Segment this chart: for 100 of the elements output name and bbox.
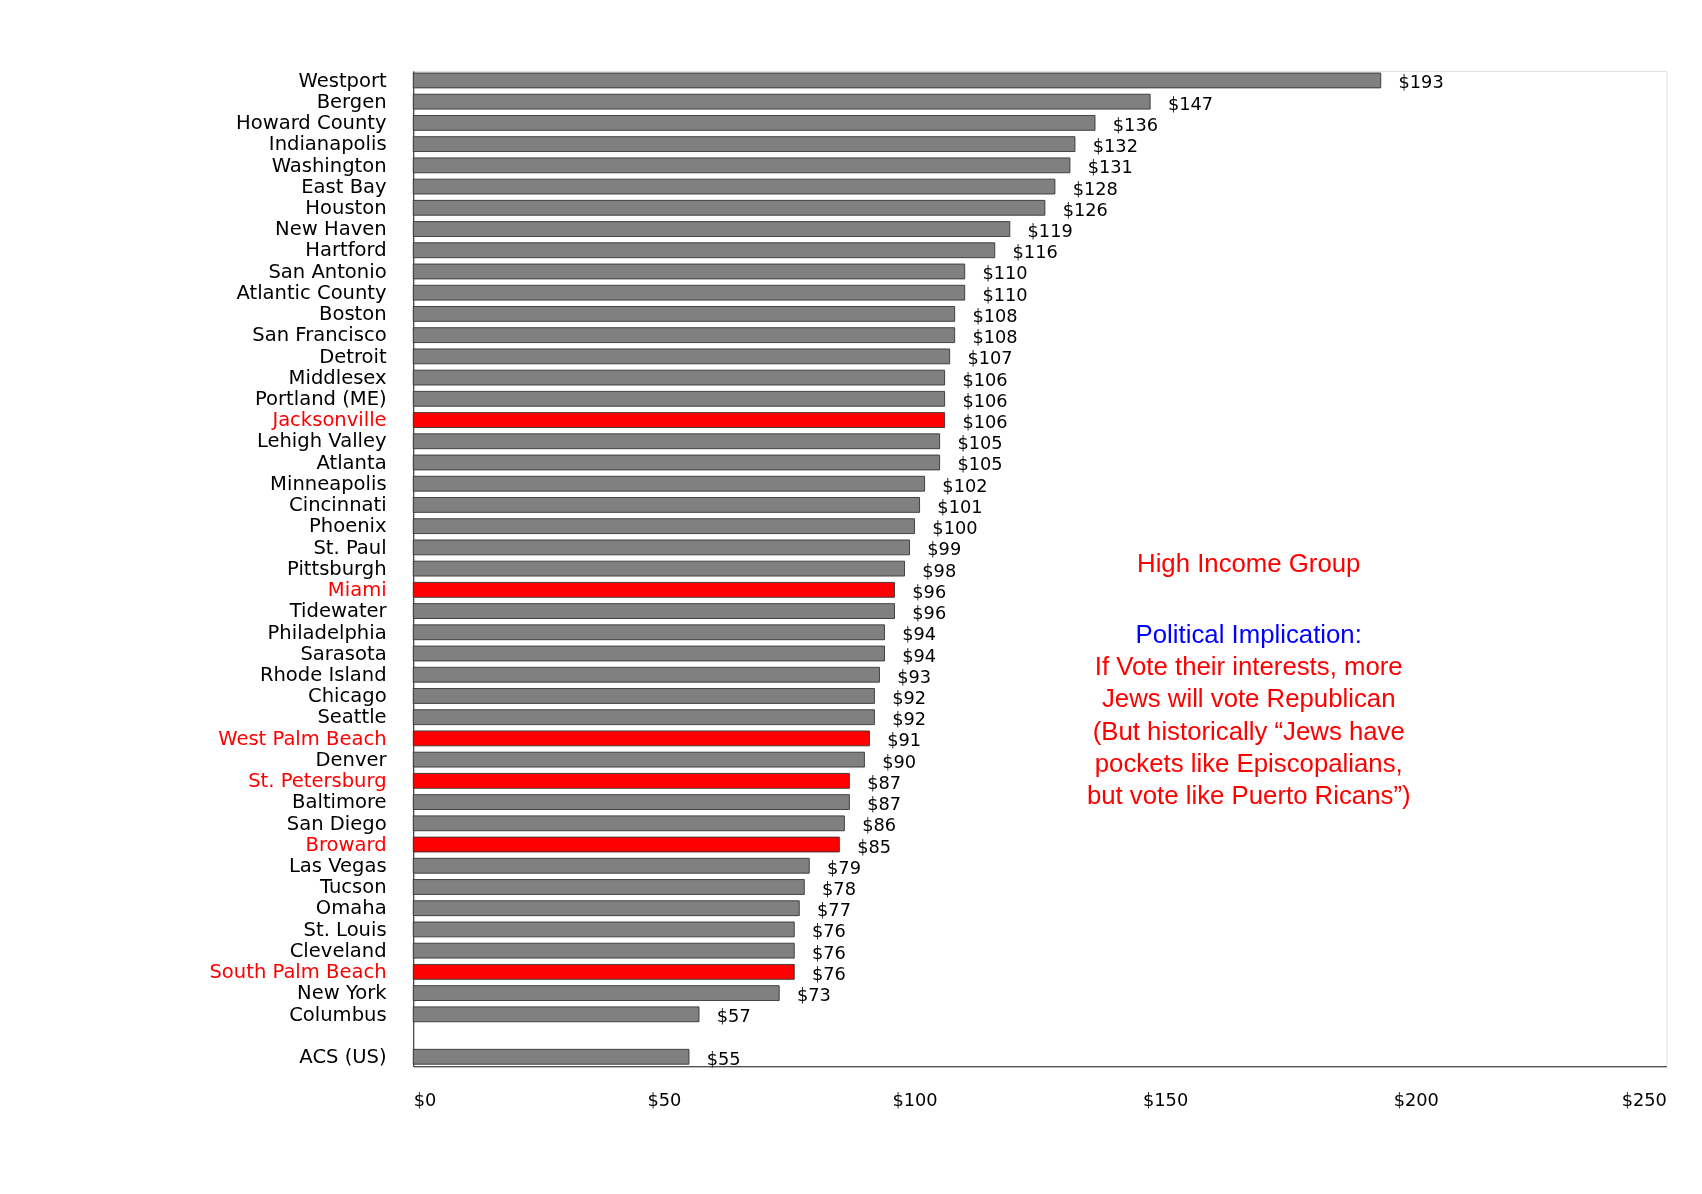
data-label: $87 [867, 794, 902, 815]
annotation: Jews will vote Republican [1101, 684, 1396, 713]
y-tick-label: Baltimore [292, 790, 387, 814]
data-label: $102 [942, 475, 988, 496]
y-tick-label: San Diego [286, 811, 387, 835]
y-tick-label: Minneapolis [270, 471, 387, 495]
y-tick-label: Atlantic County [236, 280, 387, 304]
annotation: If Vote their interests, more [1094, 652, 1403, 681]
data-label: $105 [957, 433, 1003, 454]
y-tick-label: Houston [305, 196, 387, 220]
annotation: High Income Group [1137, 549, 1361, 578]
data-label: $110 [982, 284, 1028, 305]
annotation: (But historically “Jews have [1092, 717, 1405, 746]
data-label: $87 [867, 772, 902, 793]
y-tick-label: Miami [327, 578, 387, 602]
data-label: $90 [882, 751, 917, 772]
data-label: $77 [817, 900, 851, 921]
data-label: $92 [892, 709, 927, 730]
y-tick-label: San Francisco [252, 323, 387, 347]
data-label: $78 [822, 878, 856, 899]
y-tick-label: St. Petersburg [248, 769, 387, 793]
x-tick-label: $0 [413, 1089, 437, 1110]
data-label: $131 [1087, 157, 1133, 178]
data-label: $76 [812, 921, 846, 942]
y-tick-label: St. Louis [303, 917, 387, 941]
y-tick-label: Detroit [319, 344, 387, 368]
y-tick-label: Cleveland [289, 938, 387, 962]
data-label: $76 [812, 942, 846, 963]
data-label: $57 [716, 1006, 751, 1027]
y-tick-label: Cincinnati [289, 493, 387, 517]
x-tick-label: $100 [892, 1089, 938, 1110]
data-label: $110 [982, 263, 1028, 284]
data-label: $106 [962, 390, 1008, 411]
y-tick-label: South Palm Beach [209, 960, 387, 984]
data-label: $91 [887, 730, 922, 751]
x-tick-label: $200 [1393, 1089, 1439, 1110]
data-label: $94 [902, 645, 937, 666]
data-label: $93 [897, 666, 932, 687]
annotation: but vote like Puerto Ricans”) [1086, 781, 1411, 810]
data-label: $86 [862, 815, 897, 836]
y-tick-label: Westport [298, 68, 387, 92]
y-tick-label: West Palm Beach [218, 726, 387, 750]
data-label: $100 [932, 518, 978, 539]
data-label: $85 [857, 836, 892, 857]
y-tick-label: New Haven [275, 217, 387, 241]
data-label: $126 [1062, 199, 1108, 220]
y-tick-label: Indianapolis [268, 132, 387, 156]
data-label: $76 [812, 963, 846, 984]
y-tick-label: Seattle [317, 705, 387, 729]
y-tick-label: New York [297, 981, 388, 1005]
data-label: $79 [827, 857, 861, 878]
data-label: $98 [922, 560, 957, 581]
data-label: $92 [892, 687, 927, 708]
data-label: $128 [1072, 178, 1118, 199]
y-tick-label: Las Vegas [288, 853, 387, 877]
data-label: $96 [912, 581, 947, 602]
y-tick-label: Rhode Island [259, 662, 387, 686]
y-tick-label: Chicago [308, 684, 387, 708]
y-tick-label: Pittsburgh [287, 556, 387, 580]
y-tick-label: Phoenix [309, 514, 387, 538]
y-tick-label: Tucson [318, 875, 387, 899]
y-tick-label: Denver [315, 747, 388, 771]
data-label: $55 [706, 1048, 741, 1069]
x-tick-label: $250 [1621, 1089, 1667, 1110]
data-label: $105 [957, 454, 1003, 475]
data-label: $107 [967, 348, 1013, 369]
data-label: $101 [937, 496, 983, 517]
data-label: $73 [796, 985, 831, 1006]
y-tick-label: St. Paul [313, 535, 387, 559]
data-label: $132 [1092, 136, 1138, 157]
y-tick-label: Howard County [236, 111, 387, 135]
data-label: $96 [912, 603, 947, 624]
data-label: $99 [927, 539, 962, 560]
x-tick-label: $50 [647, 1089, 682, 1110]
data-label: $94 [902, 624, 937, 645]
y-tick-label: Philadelphia [267, 620, 387, 644]
y-tick-label: Tidewater [288, 599, 388, 623]
data-label: $106 [962, 369, 1008, 390]
y-tick-label: Boston [319, 302, 387, 326]
y-tick-label: Lehigh Valley [256, 429, 387, 453]
data-label: $116 [1012, 242, 1058, 263]
data-label: $108 [972, 327, 1018, 348]
data-label: $108 [972, 305, 1018, 326]
y-tick-label: Middlesex [288, 365, 387, 389]
data-label: $106 [962, 412, 1008, 433]
data-label: $147 [1167, 93, 1214, 114]
data-label: $136 [1112, 114, 1158, 135]
y-tick-label: Portland (ME) [254, 387, 387, 411]
annotation: pockets like Episcopalians, [1094, 749, 1403, 778]
y-tick-label: San Antonio [268, 259, 387, 283]
y-tick-label: Jacksonville [270, 408, 387, 432]
y-tick-label: Columbus [289, 1002, 387, 1026]
y-tick-label: Hartford [305, 238, 387, 262]
y-tick-label: ACS (US) [299, 1045, 387, 1068]
data-label: $193 [1398, 72, 1444, 93]
x-tick-label: $150 [1143, 1089, 1189, 1110]
y-tick-label: Atlanta [316, 450, 387, 474]
y-tick-label: Washington [271, 153, 387, 177]
annotation: Political Implication: [1135, 620, 1362, 649]
data-label: $119 [1027, 221, 1073, 242]
